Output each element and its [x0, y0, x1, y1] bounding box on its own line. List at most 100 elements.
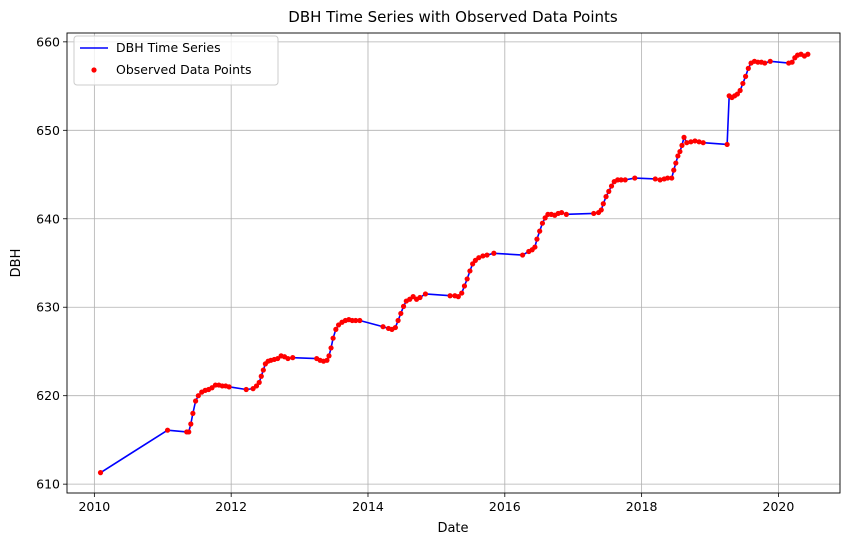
x-tick-label: 2014 [352, 499, 384, 514]
observed-data-point [193, 398, 199, 404]
observed-data-point [591, 210, 597, 217]
observed-data-point [330, 335, 336, 341]
observed-data-point [461, 283, 468, 289]
observed-data-point [243, 386, 249, 393]
x-axis-ticks: 2010 2012 2014 2016 2018 2020 [78, 493, 794, 514]
observed-data-point [700, 140, 706, 146]
legend-label-line: DBH Time Series [116, 40, 221, 55]
observed-data-point [380, 324, 386, 330]
x-tick-label: 2010 [78, 499, 110, 514]
observed-data-point [328, 345, 334, 351]
points-layer [97, 51, 811, 476]
observed-data-point [97, 470, 104, 476]
observed-data-point [392, 324, 398, 331]
x-tick-label: 2020 [763, 499, 795, 514]
observed-data-point [534, 236, 540, 242]
observed-data-point [459, 290, 465, 296]
observed-data-point [767, 58, 773, 64]
observed-data-point [745, 65, 751, 71]
observed-data-point [491, 250, 497, 256]
observed-data-point [188, 421, 194, 427]
observed-data-point [618, 177, 624, 183]
observed-data-point [537, 228, 543, 234]
y-tick-label: 640 [36, 211, 60, 226]
observed-data-point [622, 177, 628, 183]
observed-data-point [324, 357, 330, 363]
observed-data-point [734, 91, 740, 97]
observed-data-point [226, 384, 232, 390]
observed-data-point [740, 80, 746, 87]
observed-data-point [665, 175, 671, 181]
observed-data-point [789, 59, 795, 65]
observed-data-point [476, 255, 482, 261]
observed-data-point [447, 293, 453, 299]
observed-data-point [652, 176, 658, 182]
legend-point-swatch [91, 67, 97, 73]
observed-data-point [762, 60, 768, 66]
observed-data-point [671, 167, 677, 173]
observed-data-point [675, 153, 681, 159]
observed-data-point [600, 201, 606, 207]
observed-data-point [357, 317, 363, 324]
chart-title: DBH Time Series with Observed Data Point… [288, 8, 618, 26]
observed-data-point [608, 183, 615, 189]
observed-data-point [519, 252, 526, 258]
observed-data-point [260, 367, 266, 373]
legend-box [73, 35, 279, 86]
y-tick-label: 660 [36, 34, 60, 49]
x-tick-label: 2018 [626, 499, 658, 514]
observed-data-point [400, 303, 407, 309]
y-axis-label: DBH [9, 249, 24, 278]
observed-data-point [398, 310, 404, 317]
observed-data-point [696, 139, 702, 145]
observed-data-point [603, 194, 609, 200]
observed-data-point [353, 317, 359, 324]
observed-data-point [542, 215, 548, 221]
observed-data-point [480, 253, 486, 259]
observed-data-point [677, 148, 683, 155]
x-tick-label: 2012 [215, 499, 247, 514]
observed-data-point [724, 141, 730, 148]
x-tick-label: 2016 [489, 499, 521, 514]
observed-data-point [256, 379, 262, 386]
observed-data-point [470, 261, 476, 267]
grid [67, 33, 840, 493]
observed-data-point [673, 160, 679, 166]
observed-data-point [395, 317, 401, 324]
plot-frame [66, 32, 841, 494]
observed-data-point [417, 294, 423, 301]
observed-data-point [688, 139, 694, 145]
observed-data-point [290, 355, 296, 361]
y-axis-ticks: 610 620 630 640 650 660 [36, 34, 67, 492]
observed-data-point [558, 209, 565, 216]
y-tick-label: 610 [36, 477, 60, 492]
observed-data-point [422, 291, 429, 297]
observed-data-point [464, 276, 470, 282]
y-tick-label: 650 [36, 123, 60, 138]
legend-label-points: Observed Data Points [116, 62, 251, 77]
observed-data-point [190, 410, 196, 416]
observed-data-point [285, 355, 291, 362]
legend: DBH Time Series Observed Data Points [73, 35, 279, 86]
observed-data-point [657, 177, 663, 183]
observed-data-point [532, 244, 538, 250]
observed-data-point [598, 207, 604, 213]
observed-data-point [195, 393, 201, 399]
observed-data-point [484, 252, 490, 258]
observed-data-point [455, 294, 461, 300]
y-tick-label: 630 [36, 300, 60, 315]
observed-data-point [632, 175, 638, 181]
observed-data-point [737, 87, 743, 94]
observed-data-point [743, 73, 749, 79]
x-axis-label: Date [437, 521, 468, 536]
observed-data-point [333, 326, 339, 332]
observed-data-point [805, 51, 811, 57]
observed-data-point [681, 134, 687, 140]
observed-data-point [258, 373, 264, 379]
observed-data-point [253, 383, 260, 389]
series-line-dbh [100, 53, 809, 474]
observed-data-point [467, 268, 473, 274]
observed-data-point [606, 188, 612, 194]
line-layer [100, 53, 809, 474]
